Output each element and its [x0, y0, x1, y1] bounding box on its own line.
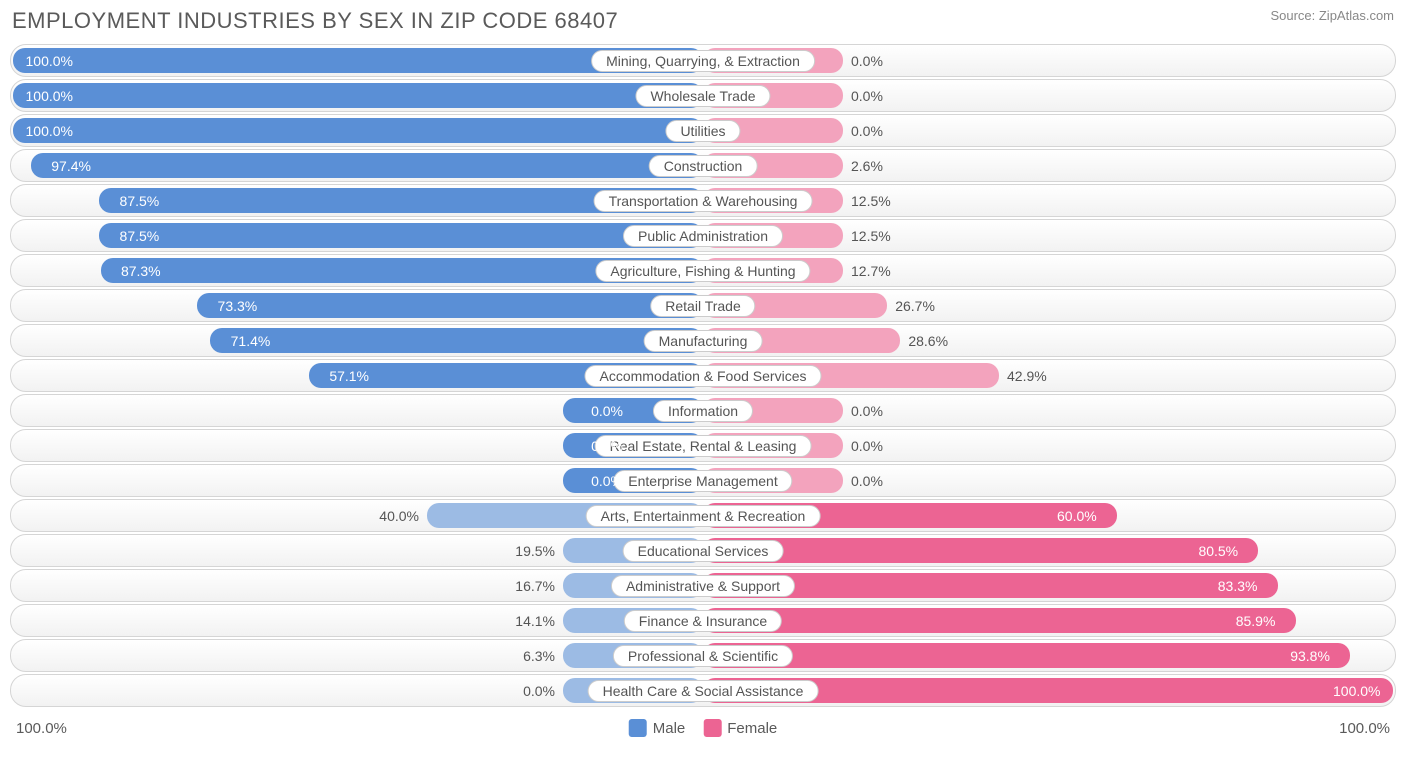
category-label: Construction: [649, 155, 758, 177]
female-value: 12.5%: [851, 193, 891, 209]
male-bar: [31, 153, 703, 178]
male-value: 0.0%: [591, 403, 623, 419]
female-value: 85.9%: [1236, 613, 1276, 629]
female-value: 0.0%: [851, 88, 883, 104]
male-value: 100.0%: [26, 123, 73, 139]
male-value: 19.5%: [515, 543, 555, 559]
male-value: 16.7%: [515, 578, 555, 594]
male-swatch: [629, 719, 647, 737]
female-value: 0.0%: [851, 123, 883, 139]
chart-row: Educational Services 19.5% 80.5%: [10, 534, 1396, 567]
chart-row: Transportation & Warehousing 87.5% 12.5%: [10, 184, 1396, 217]
category-label: Retail Trade: [650, 295, 755, 317]
category-label: Professional & Scientific: [613, 645, 793, 667]
category-label: Wholesale Trade: [635, 85, 770, 107]
chart-row: Finance & Insurance 14.1% 85.9%: [10, 604, 1396, 637]
female-bar: [703, 538, 1258, 563]
chart-row: Administrative & Support 16.7% 83.3%: [10, 569, 1396, 602]
category-label: Accommodation & Food Services: [585, 365, 822, 387]
female-bar: [703, 643, 1350, 668]
category-label: Real Estate, Rental & Leasing: [595, 435, 812, 457]
chart-header: EMPLOYMENT INDUSTRIES BY SEX IN ZIP CODE…: [8, 8, 1398, 44]
male-value: 0.0%: [591, 473, 623, 489]
chart-row: Professional & Scientific 6.3% 93.8%: [10, 639, 1396, 672]
female-value: 0.0%: [851, 403, 883, 419]
female-value: 12.5%: [851, 228, 891, 244]
chart-row: Public Administration 87.5% 12.5%: [10, 219, 1396, 252]
female-value: 12.7%: [851, 263, 891, 279]
legend-male: Male: [629, 719, 686, 737]
chart-row: Mining, Quarrying, & Extraction 100.0% 0.0…: [10, 44, 1396, 77]
chart-source: Source: ZipAtlas.com: [1270, 8, 1394, 23]
female-value: 28.6%: [908, 333, 948, 349]
chart-row: Enterprise Management0.0%0.0%: [10, 464, 1396, 497]
chart-row: Accommodation & Food Services 57.1% 42.9%: [10, 359, 1396, 392]
category-label: Health Care & Social Assistance: [588, 680, 819, 702]
male-value: 97.4%: [51, 158, 91, 174]
female-value: 42.9%: [1007, 368, 1047, 384]
category-label: Public Administration: [623, 225, 783, 247]
female-value: 60.0%: [1057, 508, 1097, 524]
female-value: 0.0%: [851, 473, 883, 489]
chart-area: Mining, Quarrying, & Extraction 100.0% 0.0…: [8, 44, 1398, 707]
chart-row: Retail Trade 73.3% 26.7%: [10, 289, 1396, 322]
male-value: 0.0%: [591, 438, 623, 454]
male-bar: [210, 328, 703, 353]
female-bar: [703, 608, 1296, 633]
male-bar: [13, 118, 703, 143]
male-value: 14.1%: [515, 613, 555, 629]
legend-female: Female: [703, 719, 777, 737]
category-label: Educational Services: [623, 540, 784, 562]
female-value: 2.6%: [851, 158, 883, 174]
category-label: Transportation & Warehousing: [594, 190, 813, 212]
chart-row: Health Care & Social Assistance 0.0% 100.0…: [10, 674, 1396, 707]
female-value: 80.5%: [1198, 543, 1238, 559]
male-bar: [99, 223, 703, 248]
category-label: Agriculture, Fishing & Hunting: [595, 260, 810, 282]
male-value: 73.3%: [218, 298, 258, 314]
male-value: 57.1%: [329, 368, 369, 384]
category-label: Enterprise Management: [613, 470, 792, 492]
male-value: 87.5%: [120, 193, 160, 209]
male-value: 6.3%: [523, 648, 555, 664]
chart-row: Wholesale Trade 100.0% 0.0%: [10, 79, 1396, 112]
category-label: Manufacturing: [644, 330, 763, 352]
category-label: Arts, Entertainment & Recreation: [586, 505, 821, 527]
female-swatch: [703, 719, 721, 737]
category-label: Administrative & Support: [611, 575, 795, 597]
chart-row: Utilities 100.0% 0.0%: [10, 114, 1396, 147]
male-value: 87.5%: [120, 228, 160, 244]
legend-female-label: Female: [727, 720, 777, 737]
chart-footer: 100.0% Male Female 100.0%: [8, 713, 1398, 743]
category-label: Finance & Insurance: [624, 610, 782, 632]
female-value: 26.7%: [895, 298, 935, 314]
chart-row: Agriculture, Fishing & Hunting 87.3% 12.7%: [10, 254, 1396, 287]
category-label: Information: [653, 400, 753, 422]
male-value: 87.3%: [121, 263, 161, 279]
male-value: 40.0%: [379, 508, 419, 524]
legend: Male Female: [629, 719, 778, 737]
male-value: 0.0%: [523, 683, 555, 699]
female-value: 83.3%: [1218, 578, 1258, 594]
chart-row: Real Estate, Rental & Leasing0.0%0.0%: [10, 429, 1396, 462]
male-bar: [13, 83, 703, 108]
male-value: 100.0%: [26, 88, 73, 104]
female-value: 93.8%: [1290, 648, 1330, 664]
female-value: 0.0%: [851, 53, 883, 69]
chart-title: EMPLOYMENT INDUSTRIES BY SEX IN ZIP CODE…: [12, 8, 618, 34]
chart-row: Arts, Entertainment & Recreation 40.0% 60.…: [10, 499, 1396, 532]
legend-male-label: Male: [653, 720, 686, 737]
chart-row: Construction 97.4% 2.6%: [10, 149, 1396, 182]
female-value: 0.0%: [851, 438, 883, 454]
male-bar: [197, 293, 703, 318]
female-value: 100.0%: [1333, 683, 1380, 699]
category-label: Utilities: [665, 120, 740, 142]
male-value: 100.0%: [26, 53, 73, 69]
male-value: 71.4%: [231, 333, 271, 349]
chart-row: Manufacturing 71.4% 28.6%: [10, 324, 1396, 357]
axis-right-label: 100.0%: [1339, 720, 1390, 737]
chart-row: Information 0.0% 0.0%: [10, 394, 1396, 427]
axis-left-label: 100.0%: [16, 720, 67, 737]
category-label: Mining, Quarrying, & Extraction: [591, 50, 815, 72]
